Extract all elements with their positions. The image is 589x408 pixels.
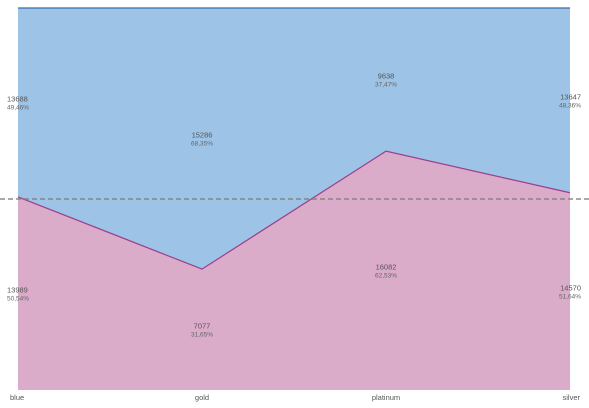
data-label-value: 15286: [192, 131, 213, 140]
data-label-value: 7077: [194, 322, 211, 331]
x-tick-label: platinum: [372, 393, 400, 402]
x-tick-label: gold: [195, 393, 209, 402]
data-label-percent: 62,53%: [375, 273, 397, 280]
line-layer: [17, 7, 571, 270]
line-series-1: [17, 150, 571, 270]
data-label-value: 13688: [7, 94, 28, 103]
data-label-percent: 49,46%: [7, 104, 29, 111]
data-label-percent: 50,54%: [7, 295, 29, 302]
area-layer: [18, 8, 570, 390]
data-label-value: 13647: [560, 92, 581, 101]
x-axis: blue gold platinum silver: [10, 393, 580, 402]
data-label-percent: 68,35%: [191, 141, 213, 148]
data-label-percent: 31,65%: [191, 332, 213, 339]
x-tick-label: blue: [10, 393, 24, 402]
area-series-1: [18, 151, 570, 390]
data-label-value: 14570: [560, 283, 581, 292]
area-series-2: [18, 8, 570, 270]
data-label-percent: 51,64%: [559, 293, 581, 300]
x-tick-label: silver: [562, 393, 580, 402]
data-label-percent: 48,36%: [559, 102, 581, 109]
data-label-percent: 37,47%: [375, 82, 397, 89]
data-label-value: 13989: [7, 285, 28, 294]
data-label-value: 16082: [376, 263, 397, 272]
data-label-value: 9638: [378, 72, 395, 81]
